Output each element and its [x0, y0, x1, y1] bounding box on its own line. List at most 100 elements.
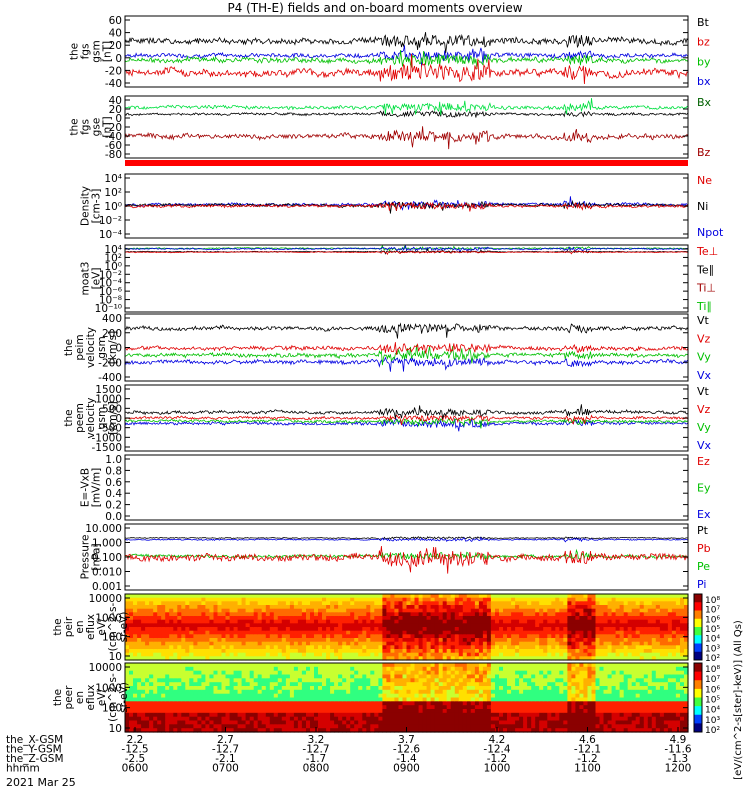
heat-cell: [157, 652, 162, 657]
heat-cell: [486, 663, 492, 668]
heat-cell: [249, 674, 255, 679]
heat-cell: [551, 630, 556, 635]
heat-cell: [503, 649, 508, 654]
heat-cell: [615, 656, 621, 661]
heat-cell: [543, 645, 548, 650]
heat-cell: [289, 728, 295, 733]
heat-cell: [603, 638, 609, 643]
heat-cell: [595, 674, 601, 679]
heat-cell: [370, 705, 375, 710]
heat-cell: [615, 601, 621, 606]
heat-cell: [201, 627, 206, 632]
heat-cell: [358, 630, 363, 635]
heat-cell: [523, 689, 528, 695]
heat-cell: [571, 724, 576, 729]
heat-cell: [607, 709, 613, 714]
heat-cell: [547, 616, 552, 621]
heat-cell: [253, 720, 259, 725]
heat-cell: [245, 608, 251, 613]
heat-cell: [539, 697, 544, 702]
heat-cell: [141, 693, 146, 699]
heat-cell: [438, 670, 444, 676]
heat-cell: [205, 720, 210, 725]
heat-cell: [430, 705, 436, 710]
heat-cell: [623, 627, 629, 632]
heat-cell: [607, 682, 613, 687]
heat-cell: [414, 652, 420, 657]
heat-cell: [257, 716, 263, 722]
heat-cell: [289, 720, 295, 725]
heat-cell: [482, 597, 488, 602]
heat-cell: [213, 705, 219, 710]
heat-cell: [157, 709, 162, 714]
heat-cell: [466, 634, 472, 639]
heat-cell: [418, 712, 424, 718]
heat-cell: [531, 701, 536, 706]
heat-cell: [547, 627, 552, 632]
heat-cell: [301, 605, 307, 610]
heat-cell: [531, 686, 536, 691]
heat-cell: [237, 712, 243, 718]
heat-cell: [221, 720, 227, 725]
heat-cell: [671, 594, 677, 599]
panel-4: [124, 244, 689, 313]
heat-cell: [454, 678, 460, 683]
heat-cell: [527, 623, 532, 628]
heat-cell: [547, 612, 552, 617]
heat-cell: [141, 678, 146, 683]
heat-cell: [269, 601, 275, 606]
heat-cell: [680, 616, 685, 621]
heat-cell: [125, 616, 130, 621]
heat-cell: [567, 728, 572, 733]
heat-cell: [454, 686, 460, 691]
heat-cell: [301, 689, 307, 695]
heat-cell: [257, 670, 263, 676]
heat-cell: [265, 724, 271, 729]
heat-cell: [571, 641, 576, 646]
heat-cell: [631, 608, 637, 613]
heat-cell: [495, 701, 500, 706]
heat-cell: [370, 645, 375, 650]
panel-7: [124, 454, 689, 521]
heat-cell: [454, 616, 460, 621]
heat-cell: [511, 670, 516, 676]
heat-cell: [330, 634, 335, 639]
heat-cell: [583, 720, 588, 725]
heat-cell: [535, 597, 540, 602]
heat-cell: [563, 605, 568, 610]
y-tick-label: 10.000: [85, 523, 122, 535]
heat-cell: [350, 697, 355, 702]
heat-cell: [438, 720, 444, 725]
heat-cell: [623, 623, 629, 628]
y-tick-label: 10⁰: [104, 201, 122, 213]
series-line: [124, 418, 689, 432]
heat-cell: [350, 666, 355, 672]
heat-cell: [511, 682, 516, 687]
heat-cell: [314, 686, 319, 691]
heat-cell: [334, 597, 339, 602]
heat-cell: [495, 709, 500, 714]
heat-cell: [603, 594, 609, 599]
heat-cell: [639, 645, 645, 650]
heat-cell: [643, 649, 649, 654]
heat-cell: [301, 641, 307, 646]
heat-cell: [358, 641, 363, 646]
heat-cell: [543, 724, 548, 729]
heat-cell: [519, 649, 524, 654]
heat-cell: [647, 627, 653, 632]
heat-cell: [671, 656, 677, 661]
heat-cell: [229, 701, 235, 706]
heat-cell: [478, 686, 484, 691]
heat-cell: [466, 601, 472, 606]
heat-cell: [442, 693, 448, 699]
heat-cell: [406, 682, 412, 687]
heat-cell: [499, 674, 504, 679]
heat-cell: [599, 666, 605, 672]
heat-cell: [189, 605, 194, 610]
heat-cell: [225, 670, 231, 676]
heat-cell: [515, 616, 520, 621]
colorbar-segment: [694, 594, 702, 603]
heat-cell: [181, 638, 186, 643]
heat-cell: [535, 689, 540, 695]
y-axis-label: [nPa]: [91, 543, 103, 570]
